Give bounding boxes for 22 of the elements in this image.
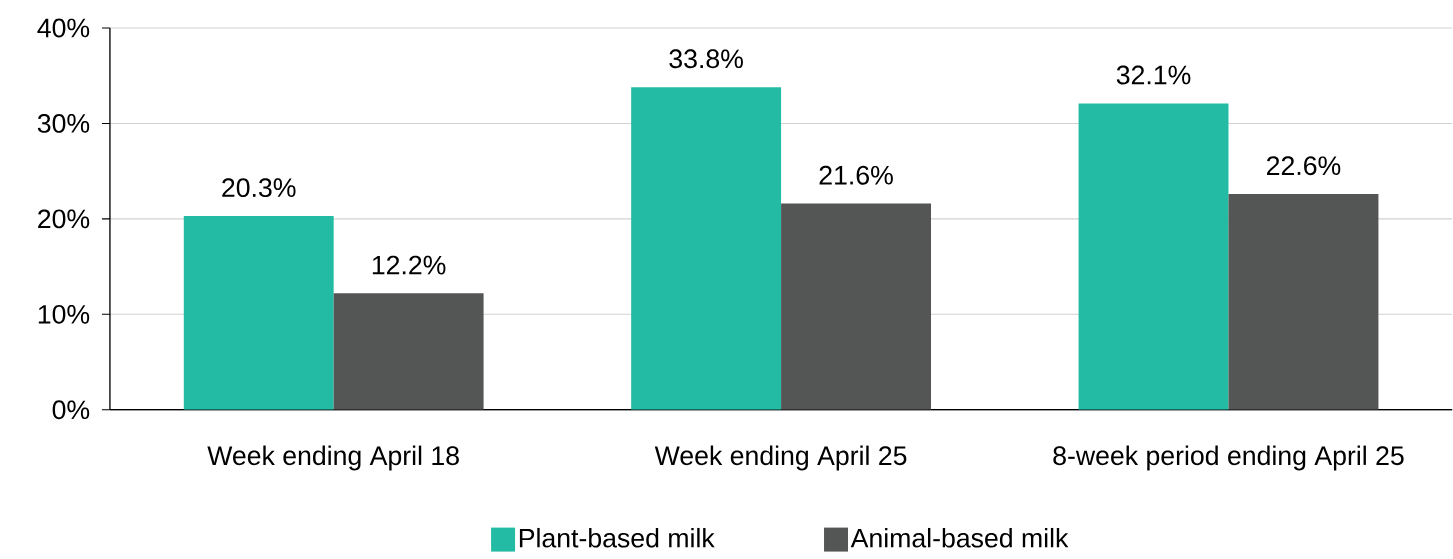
y-tick-label: 40% [37, 18, 90, 38]
bar [333, 293, 484, 410]
y-tick-label: 10% [38, 305, 90, 324]
bar [781, 203, 932, 410]
x-tick-label: Week ending April 25 [654, 445, 907, 471]
bar [1078, 103, 1229, 410]
data-label: 22.6% [1267, 156, 1341, 176]
legend-label: Plant-based milk [519, 528, 715, 548]
data-label: 33.8% [669, 49, 743, 69]
x-tick-label: 8-week period ending April 25 [1053, 445, 1404, 471]
data-label: 12.2% [372, 255, 446, 275]
data-label: 20.3% [222, 178, 296, 198]
legend-label: Animal-based milk [850, 528, 1069, 548]
bar [183, 216, 334, 410]
data-label: 32.1% [1116, 65, 1191, 85]
bar [631, 87, 782, 410]
data-label: 21.6% [819, 165, 893, 185]
y-tick-label: 0% [52, 400, 90, 420]
y-tick-label: 20% [38, 209, 90, 229]
bar [1228, 194, 1379, 410]
y-tick-label: 30% [37, 114, 90, 133]
x-tick-label: Week ending April 18 [207, 445, 459, 471]
